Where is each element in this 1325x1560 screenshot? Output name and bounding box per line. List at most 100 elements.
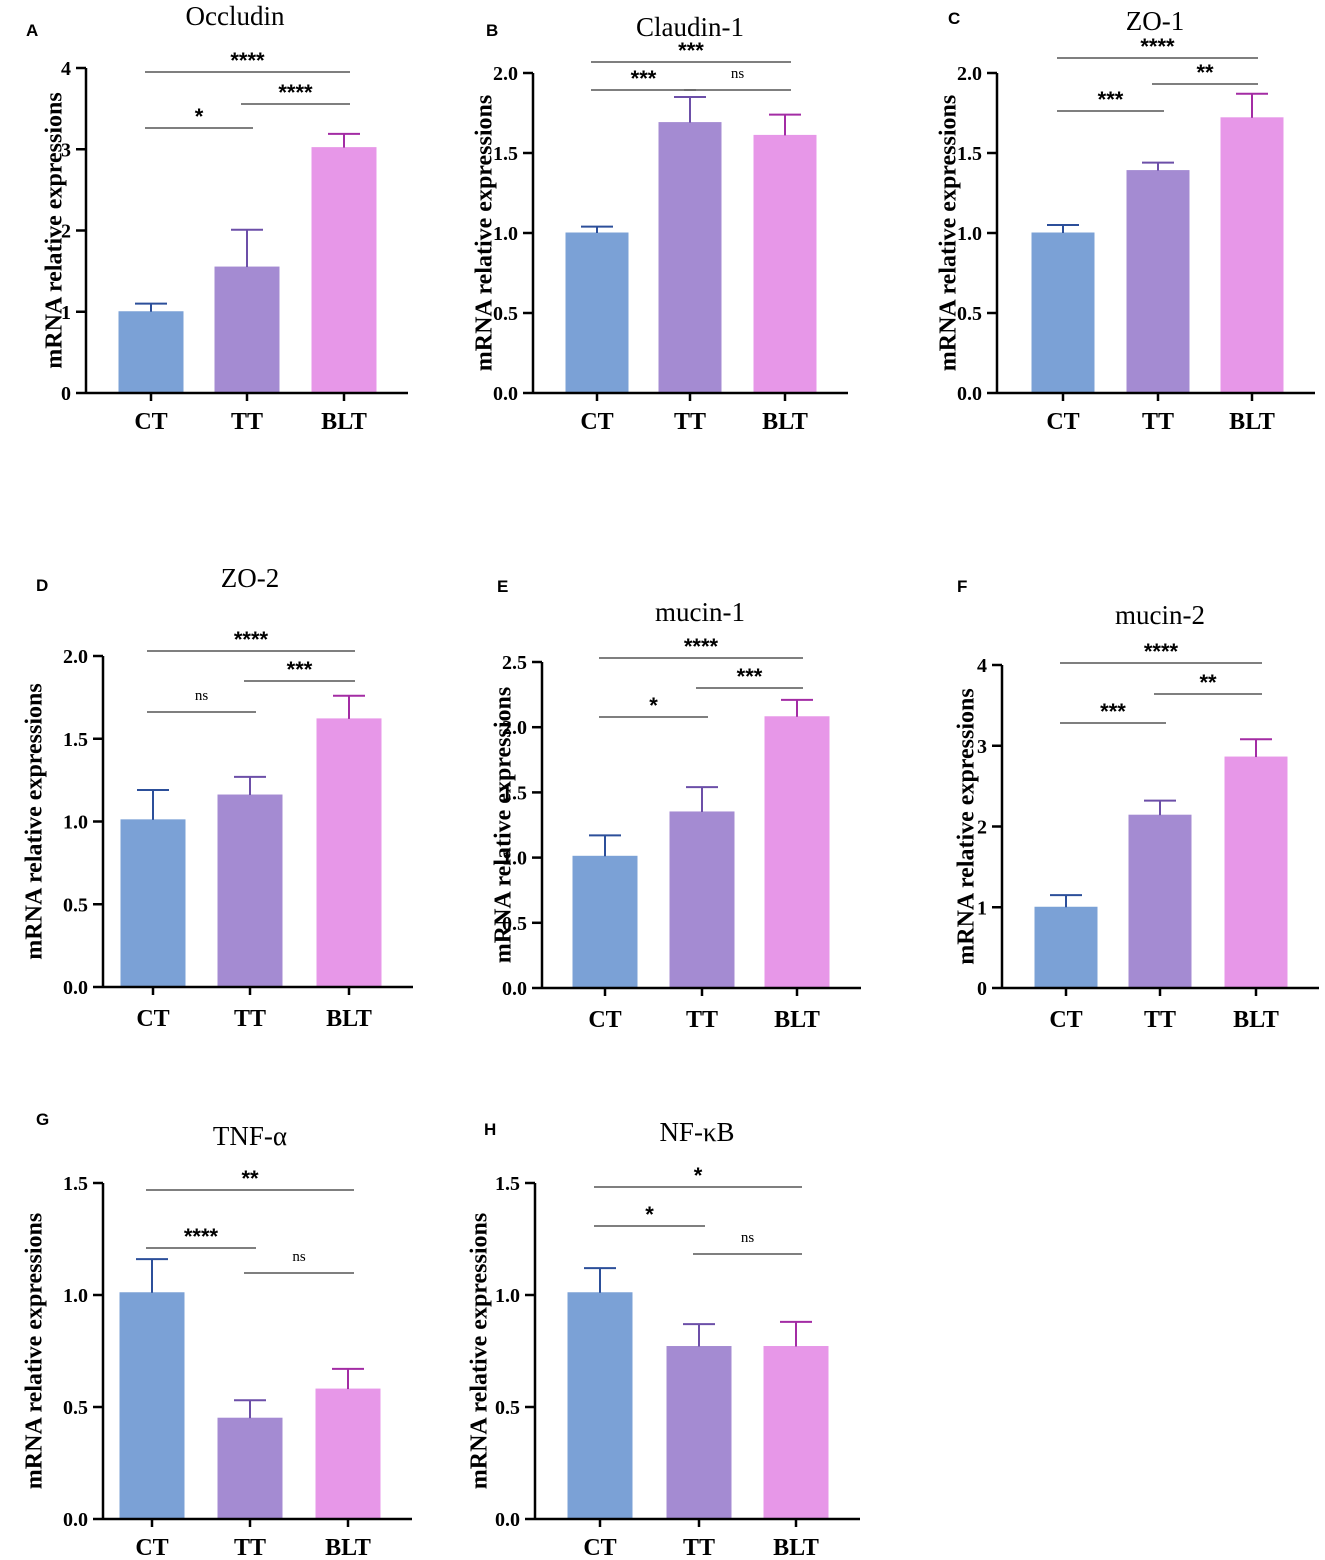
- x-tick-label-blt: BLT: [773, 1535, 819, 1560]
- bar-tt: [669, 811, 735, 989]
- y-tick-label: 0.5: [493, 303, 518, 325]
- significance-label: **: [1196, 60, 1214, 85]
- y-tick-label: 1.5: [957, 143, 982, 165]
- x-tick-label-ct: CT: [1046, 409, 1079, 435]
- y-tick-label: 0.0: [63, 977, 88, 999]
- x-tick-label-ct: CT: [1049, 1007, 1082, 1033]
- x-tick-label-ct: CT: [134, 409, 167, 435]
- significance-label: ****: [684, 634, 719, 659]
- x-tick-label-tt: TT: [686, 1007, 718, 1033]
- y-tick-label: 1.5: [493, 143, 518, 165]
- chart-title: ZO-1: [1126, 6, 1184, 36]
- bar-blt: [311, 147, 377, 394]
- bar-blt: [316, 718, 382, 988]
- y-tick-label: 3: [61, 139, 71, 161]
- significance-label: ***: [631, 66, 657, 91]
- significance-label: ****: [230, 48, 265, 73]
- chart-title: Occludin: [186, 1, 285, 31]
- y-axis-label: mRNA relative expressions: [491, 687, 517, 963]
- bar-ct: [567, 1292, 633, 1520]
- y-tick-label: 1.5: [502, 782, 527, 804]
- bar-tt: [217, 1417, 283, 1520]
- x-tick-label-blt: BLT: [1229, 409, 1275, 435]
- bar-blt: [1220, 117, 1284, 394]
- y-tick-label: 0.0: [493, 383, 518, 405]
- bar-tt: [1126, 170, 1190, 394]
- y-tick-label: 1.0: [63, 812, 88, 834]
- x-tick-label-tt: TT: [1142, 409, 1174, 435]
- significance-label: ***: [287, 657, 313, 682]
- panel-letter: B: [486, 21, 498, 40]
- chart-panel-c: C ZO-1 mRNA relative expressions CT TT BLT 0.0…: [936, 6, 1315, 435]
- chart-title: mucin-2: [1115, 600, 1205, 630]
- significance-label: *: [694, 1163, 703, 1188]
- bar-blt: [315, 1388, 381, 1520]
- y-tick-label: 2: [61, 221, 71, 243]
- x-tick-label-tt: TT: [683, 1535, 715, 1560]
- panel-letter: A: [26, 21, 38, 40]
- chart-panel-g: G TNF-α mRNA relative expressions CT TT BLT 0.…: [22, 1110, 412, 1560]
- bar-ct: [120, 819, 186, 988]
- significance-label: ****: [1140, 34, 1175, 59]
- bar-ct: [565, 232, 629, 394]
- x-tick-label-ct: CT: [135, 1535, 168, 1560]
- significance-label: ns: [292, 1249, 306, 1265]
- bar-ct: [572, 855, 638, 989]
- y-tick-label: 0.0: [502, 978, 527, 1000]
- significance-label: ns: [731, 66, 745, 82]
- panel-letter: F: [957, 577, 967, 596]
- y-tick-label: 1.0: [63, 1285, 88, 1307]
- y-axis-label: mRNA relative expressions: [42, 92, 68, 368]
- y-tick-label: 2.0: [957, 63, 982, 85]
- x-tick-label-tt: TT: [1144, 1007, 1176, 1033]
- significance-label: ***: [678, 38, 704, 63]
- bar-ct: [1031, 232, 1095, 394]
- panel-letter: G: [36, 1110, 49, 1129]
- y-tick-label: 0.0: [957, 383, 982, 405]
- bar-blt: [763, 1346, 829, 1520]
- chart-panel-h: H NF-κB mRNA relative expressions CT TT BLT 0.…: [467, 1117, 860, 1560]
- significance-label: ***: [1100, 699, 1126, 724]
- y-tick-label: 1.5: [63, 729, 88, 751]
- y-tick-label: 0: [61, 383, 71, 405]
- y-tick-label: 2.0: [493, 63, 518, 85]
- y-tick-label: 0: [977, 978, 987, 1000]
- bar-tt: [1128, 814, 1192, 989]
- chart-title: ZO-2: [221, 563, 279, 593]
- y-tick-label: 4: [61, 58, 71, 80]
- y-axis-label: mRNA relative expressions: [467, 1213, 493, 1489]
- significance-label: ****: [234, 627, 269, 652]
- y-axis-label: mRNA relative expressions: [22, 1213, 48, 1489]
- y-axis-label: mRNA relative expressions: [954, 688, 980, 964]
- x-tick-label-blt: BLT: [774, 1007, 820, 1033]
- bar-tt: [658, 122, 722, 394]
- significance-label: ns: [195, 688, 209, 704]
- y-tick-label: 1.0: [502, 848, 527, 870]
- y-tick-label: 1.0: [957, 223, 982, 245]
- significance-label: ns: [741, 1230, 755, 1246]
- x-tick-label-ct: CT: [583, 1535, 616, 1560]
- y-tick-label: 2: [977, 817, 987, 839]
- y-tick-label: 1: [61, 302, 71, 324]
- y-tick-label: 0.0: [63, 1509, 88, 1531]
- bar-ct: [119, 1292, 185, 1520]
- chart-panel-d: D ZO-2 mRNA relative expressions CT TT BLT 0.0…: [22, 563, 413, 1032]
- bar-ct: [118, 311, 184, 394]
- bar-blt: [753, 134, 817, 394]
- x-tick-label-ct: CT: [136, 1006, 169, 1032]
- y-tick-label: 0.5: [63, 1397, 88, 1419]
- bar-tt: [217, 794, 283, 988]
- chart-title: mucin-1: [655, 597, 745, 627]
- y-tick-label: 2.0: [502, 717, 527, 739]
- chart-panel-a: A Occludin mRNA relative expressions CT TT BL…: [26, 1, 408, 435]
- bar-tt: [666, 1346, 732, 1520]
- panel-letter: E: [497, 577, 508, 596]
- y-tick-label: 2.5: [502, 652, 527, 674]
- x-tick-label-tt: TT: [234, 1535, 266, 1560]
- panel-letter: C: [948, 9, 960, 28]
- y-axis-label: mRNA relative expressions: [22, 683, 48, 959]
- chart-title: Claudin-1: [636, 12, 744, 42]
- bar-blt: [764, 716, 830, 989]
- y-axis-label: mRNA relative expressions: [936, 95, 962, 371]
